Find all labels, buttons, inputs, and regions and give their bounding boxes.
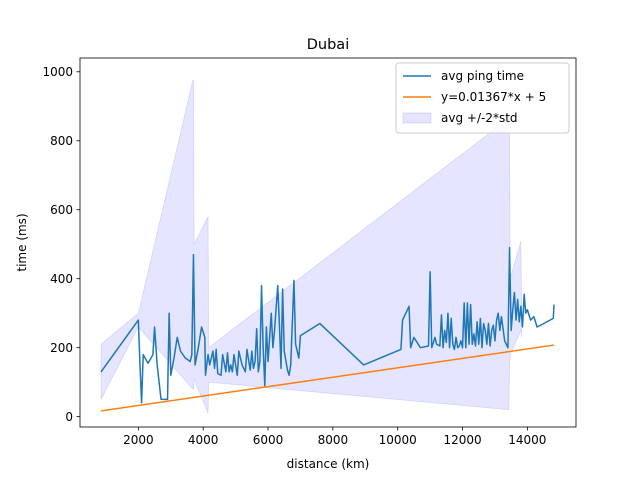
std-band-area	[100, 80, 522, 414]
fit-line	[100, 344, 555, 412]
x-tick-label: 6000	[253, 433, 284, 447]
axes-frame	[79, 57, 577, 428]
legend-label-std-band: avg +/-2*std	[441, 111, 518, 125]
y-tick-label: 400	[50, 272, 73, 286]
legend: avg ping time y=0.01367*x + 5 avg +/-2*s…	[395, 62, 570, 134]
chart-title: Dubai	[307, 37, 349, 53]
y-tick-label: 800	[50, 134, 73, 148]
legend-box	[395, 62, 570, 134]
y-tick-label: 600	[50, 203, 73, 217]
x-tick-label: 10000	[379, 433, 417, 447]
x-tick-label: 4000	[188, 433, 219, 447]
y-tick-label: 200	[50, 341, 73, 355]
y-tick-label: 1000	[42, 65, 73, 79]
std-band-layer	[100, 80, 522, 414]
x-axis-ticks: 2000 4000 6000 8000 10000 12000 14000	[123, 427, 546, 447]
avg-ping-line	[100, 246, 555, 404]
legend-label-fit-line: y=0.01367*x + 5	[441, 90, 546, 104]
y-axis-label: time (ms)	[15, 213, 29, 271]
legend-swatch-std-band	[402, 112, 432, 124]
x-tick-label: 14000	[508, 433, 546, 447]
x-tick-label: 2000	[123, 433, 154, 447]
x-tick-label: 8000	[318, 433, 349, 447]
y-tick-label: 0	[65, 410, 73, 424]
x-axis-label: distance (km)	[287, 457, 370, 471]
x-tick-label: 12000	[443, 433, 481, 447]
legend-label-avg-ping: avg ping time	[441, 69, 524, 83]
series-line-layer	[100, 246, 555, 412]
y-axis-ticks: 0 200 400 600 800 1000	[42, 65, 80, 424]
plot-area	[100, 80, 555, 414]
